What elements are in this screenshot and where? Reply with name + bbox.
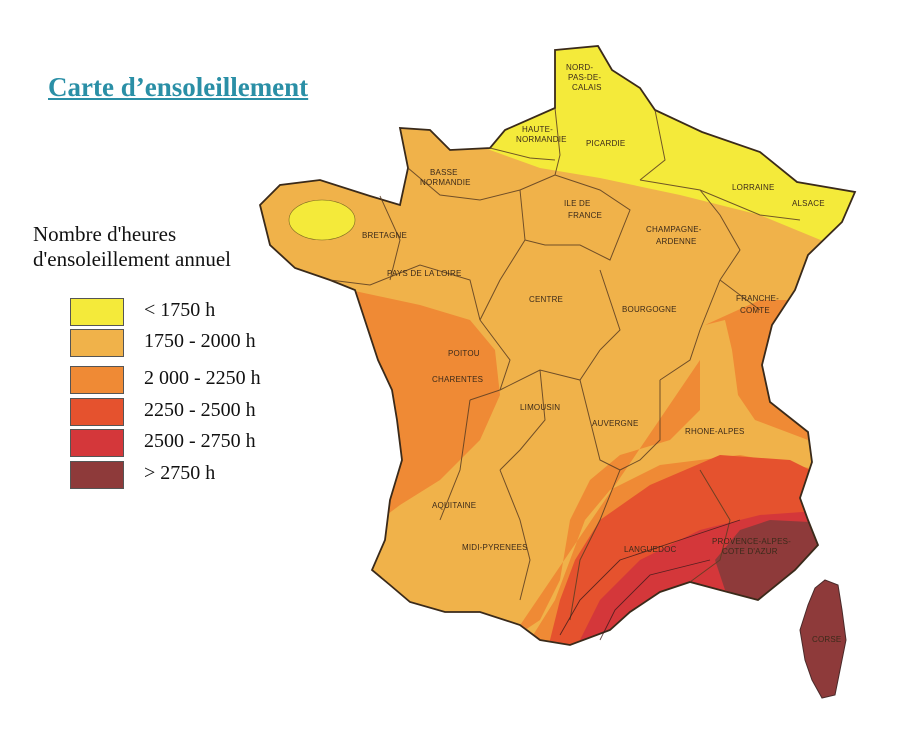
isohel-lines	[559, 519, 741, 641]
legend-item-1: < 1750 h	[70, 298, 370, 326]
legend-item-4: 2250 - 2500 h	[70, 398, 370, 426]
region-label-centre: CENTRE	[529, 295, 563, 304]
region-label-champagne: CHAMPAGNE- ARDENNE	[646, 225, 704, 246]
region-label-poitou: POITOU	[448, 349, 480, 358]
legend-title-line-2: d'ensoleillement annuel	[33, 247, 231, 271]
region-label-corse: CORSE	[812, 635, 841, 644]
region-label-bourgogne: BOURGOGNE	[622, 305, 677, 314]
region-label-bretagne: BRETAGNE	[362, 231, 407, 240]
legend-swatch	[70, 298, 124, 326]
corse-island	[799, 579, 847, 699]
region-label-paca: PROVENCE-ALPES- COTE D'AZUR	[712, 537, 793, 556]
legend-swatch	[70, 329, 124, 357]
france-outline	[259, 45, 857, 646]
region-label-rhone-alpes: RHONE-ALPES	[685, 427, 745, 436]
region-label-nord: NORD- PAS-DE- CALAIS	[566, 63, 604, 92]
legend-swatch	[70, 429, 124, 457]
legend-label: 2 000 - 2250 h	[144, 367, 261, 389]
legend-item-2: 1750 - 2000 h	[70, 329, 370, 357]
page-title: Carte d’ensoleillement	[48, 72, 309, 102]
region-label-alsace: ALSACE	[792, 199, 825, 208]
legend-swatch	[70, 461, 124, 489]
region-label-franche-comte: FRANCHE- COMTE	[736, 294, 781, 315]
region-label-picardie: PICARDIE	[586, 139, 625, 148]
region-label-midi-pyrenees: MIDI-PYRENEES	[462, 543, 528, 552]
region-label-pays-de-la-loire: PAYS DE LA LOIRE	[387, 269, 462, 278]
legend-label: 2500 - 2750 h	[144, 430, 256, 452]
legend-label: > 2750 h	[144, 462, 216, 484]
legend-swatch	[70, 366, 124, 394]
legend-item-6: > 2750 h	[70, 461, 370, 489]
legend-label: < 1750 h	[144, 299, 216, 321]
legend-title: Nombre d'heures d'ensoleillement annuel	[33, 222, 231, 272]
legend-label: 2250 - 2500 h	[144, 399, 256, 421]
region-label-lorraine: LORRAINE	[732, 183, 775, 192]
region-label-charentes: CHARENTES	[432, 375, 483, 384]
legend-swatch	[70, 398, 124, 426]
region-label-auvergne: AUVERGNE	[592, 419, 639, 428]
legend-item-5: 2500 - 2750 h	[70, 429, 370, 457]
region-label-limousin: LIMOUSIN	[520, 403, 560, 412]
region-borders	[329, 107, 801, 621]
region-label-basse-normandie: BASSE NORMANDIE	[420, 168, 471, 187]
region-label-aquitaine: AQUITAINE	[432, 501, 476, 510]
legend-label: 1750 - 2000 h	[144, 330, 256, 352]
region-label-ile-de-france: ILE DE FRANCE	[564, 199, 602, 220]
legend-item-3: 2 000 - 2250 h	[70, 366, 370, 394]
zone-under-1750-bretagne	[288, 199, 356, 241]
legend-title-line-1: Nombre d'heures	[33, 222, 177, 246]
region-label-haute-normandie: HAUTE- NORMANDIE	[516, 125, 567, 144]
region-labels: NORD- PAS-DE- CALAIS HAUTE- NORMANDIE PI…	[362, 63, 841, 644]
region-label-languedoc: LANGUEDOC	[624, 545, 676, 554]
